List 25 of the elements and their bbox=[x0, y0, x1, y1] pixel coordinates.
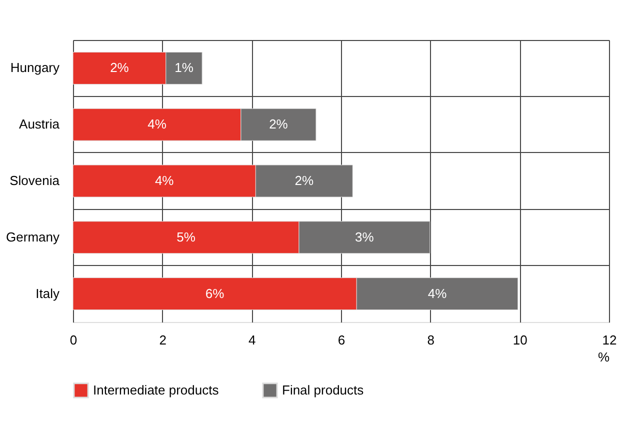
data-label: 3% bbox=[355, 229, 374, 244]
y-tick-label: Germany bbox=[6, 229, 60, 244]
data-label: 2% bbox=[269, 116, 288, 132]
data-label: 4% bbox=[148, 116, 167, 132]
x-tick-label: 0 bbox=[70, 332, 78, 348]
x-tick-label: 2 bbox=[159, 332, 166, 348]
y-tick-label: Italy bbox=[36, 286, 60, 301]
data-label: 5% bbox=[176, 229, 196, 244]
legend-label: Final products bbox=[282, 382, 364, 398]
data-label: 6% bbox=[205, 286, 225, 301]
data-label: 2% bbox=[294, 173, 314, 188]
legend-label: Intermediate products bbox=[93, 382, 220, 398]
x-axis-title: % bbox=[598, 350, 610, 364]
x-tick-label: 10 bbox=[512, 332, 528, 348]
x-tick-label: 12 bbox=[602, 332, 617, 348]
x-tick-label: 4 bbox=[248, 332, 256, 348]
y-tick-label: Austria bbox=[19, 116, 60, 132]
y-tick-label: Slovenia bbox=[10, 173, 60, 188]
data-label: 4% bbox=[428, 286, 448, 301]
x-tick-label: 6 bbox=[338, 332, 346, 348]
data-label: 4% bbox=[154, 173, 174, 188]
data-label: 1% bbox=[174, 60, 194, 76]
x-tick-label: 8 bbox=[427, 332, 434, 348]
data-label: 2% bbox=[110, 60, 130, 76]
y-tick-label: Hungary bbox=[10, 60, 60, 76]
